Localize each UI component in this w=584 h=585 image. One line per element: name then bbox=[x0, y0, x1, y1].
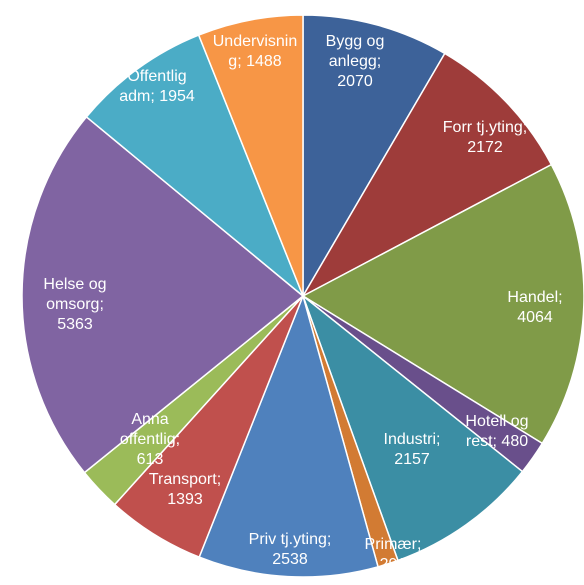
pie-slice bbox=[301, 52, 553, 298]
data-label-line: rest; 480 bbox=[466, 433, 528, 450]
data-label: Primær; 291 bbox=[365, 536, 422, 573]
data-label-line: Forr tj.yting; bbox=[443, 119, 527, 136]
data-label-line: adm; 1954 bbox=[119, 88, 195, 105]
data-label: Transport; 1393 bbox=[149, 471, 221, 508]
data-label-line: Industri; bbox=[384, 431, 441, 448]
data-label: Anna offentlig; 613 bbox=[120, 411, 180, 468]
data-label-line: 613 bbox=[137, 451, 164, 468]
data-label-line: 4064 bbox=[517, 309, 553, 326]
data-label-line: 2172 bbox=[467, 139, 503, 156]
data-label: Undervisnin g; 1488 bbox=[213, 33, 297, 70]
data-label-line: 2070 bbox=[337, 73, 373, 90]
data-label: Forr tj.yting; 2172 bbox=[443, 119, 527, 156]
data-label-line: Helse og bbox=[43, 276, 106, 293]
pie-slice bbox=[301, 293, 524, 562]
data-label-line: Primær; bbox=[365, 536, 422, 553]
data-label-line: 2538 bbox=[272, 551, 308, 568]
data-label-line: 5363 bbox=[57, 316, 93, 333]
data-label: Industri; 2157 bbox=[384, 431, 441, 468]
data-label: Handel; 4064 bbox=[507, 289, 562, 326]
data-label: Helse og omsorg; 5363 bbox=[43, 276, 106, 333]
data-label-line: g; 1488 bbox=[228, 53, 281, 70]
data-label-line: 1393 bbox=[167, 491, 203, 508]
pie-slice bbox=[85, 34, 304, 297]
data-label-line: omsorg; bbox=[46, 296, 104, 313]
data-label-line: 2157 bbox=[394, 451, 430, 468]
data-label-line: Priv tj.yting; bbox=[249, 531, 332, 548]
data-label-line: Bygg og bbox=[326, 33, 385, 50]
data-label-line: Handel; bbox=[507, 289, 562, 306]
data-label-line: Anna bbox=[131, 411, 168, 428]
pie-slice bbox=[21, 115, 305, 474]
pie-slice bbox=[197, 14, 304, 297]
pie-slice bbox=[302, 14, 446, 299]
data-label: Offentlig adm; 1954 bbox=[119, 68, 195, 105]
data-label: Bygg og anlegg; 2070 bbox=[326, 33, 385, 90]
data-label-line: Transport; bbox=[149, 471, 221, 488]
data-label-line: 291 bbox=[380, 556, 407, 573]
data-label-line: Hotell og bbox=[465, 413, 528, 430]
pie-slice bbox=[198, 293, 379, 578]
data-label: Hotell og rest; 480 bbox=[465, 413, 528, 450]
data-label-line: anlegg; bbox=[329, 53, 382, 70]
data-label-line: Offentlig bbox=[127, 68, 186, 85]
data-label-line: offentlig; bbox=[120, 431, 180, 448]
data-label-line: Undervisnin bbox=[213, 33, 297, 50]
data-label: Priv tj.yting; 2538 bbox=[249, 531, 332, 568]
